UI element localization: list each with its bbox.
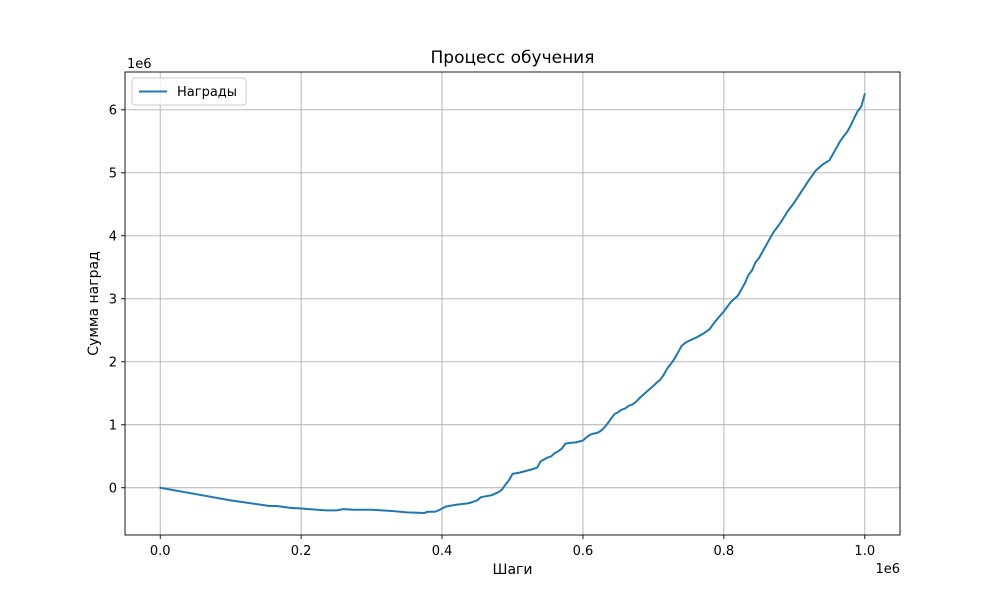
x-tick-label: 0.8 [714, 544, 735, 559]
y-tick-label: 3 [109, 292, 117, 307]
x-tick-label: 1.0 [854, 544, 875, 559]
x-tick-label: 0.4 [432, 544, 453, 559]
legend-label-nagrady: Награды [177, 85, 237, 100]
y-tick-label: 2 [109, 355, 117, 370]
x-tick-label: 0.6 [573, 544, 594, 559]
y-tick-label: 4 [109, 229, 117, 244]
x-tick-label: 0.2 [291, 544, 312, 559]
y-axis-label: Сумма наград [86, 251, 102, 355]
legend-box [131, 77, 247, 106]
y-offset-label: 1e6 [127, 57, 152, 72]
x-offset-label: 1e6 [875, 562, 900, 577]
y-tick-label: 1 [109, 418, 117, 433]
series-line-nagrady [159, 93, 866, 514]
x-axis-label: Шаги [492, 562, 532, 578]
y-tick-label: 0 [109, 481, 117, 496]
x-tick-label: 0.0 [150, 544, 171, 559]
chart-title: Процесс обучения [431, 48, 595, 68]
legend: Награды [131, 77, 247, 106]
y-tick-label: 5 [109, 166, 117, 181]
y-tick-label: 6 [109, 103, 117, 118]
axis-ticks: 0.0 0.2 0.4 0.6 0.8 1.0 0 1 2 3 4 5 6 [109, 103, 875, 559]
plot-area-frame [124, 71, 901, 536]
